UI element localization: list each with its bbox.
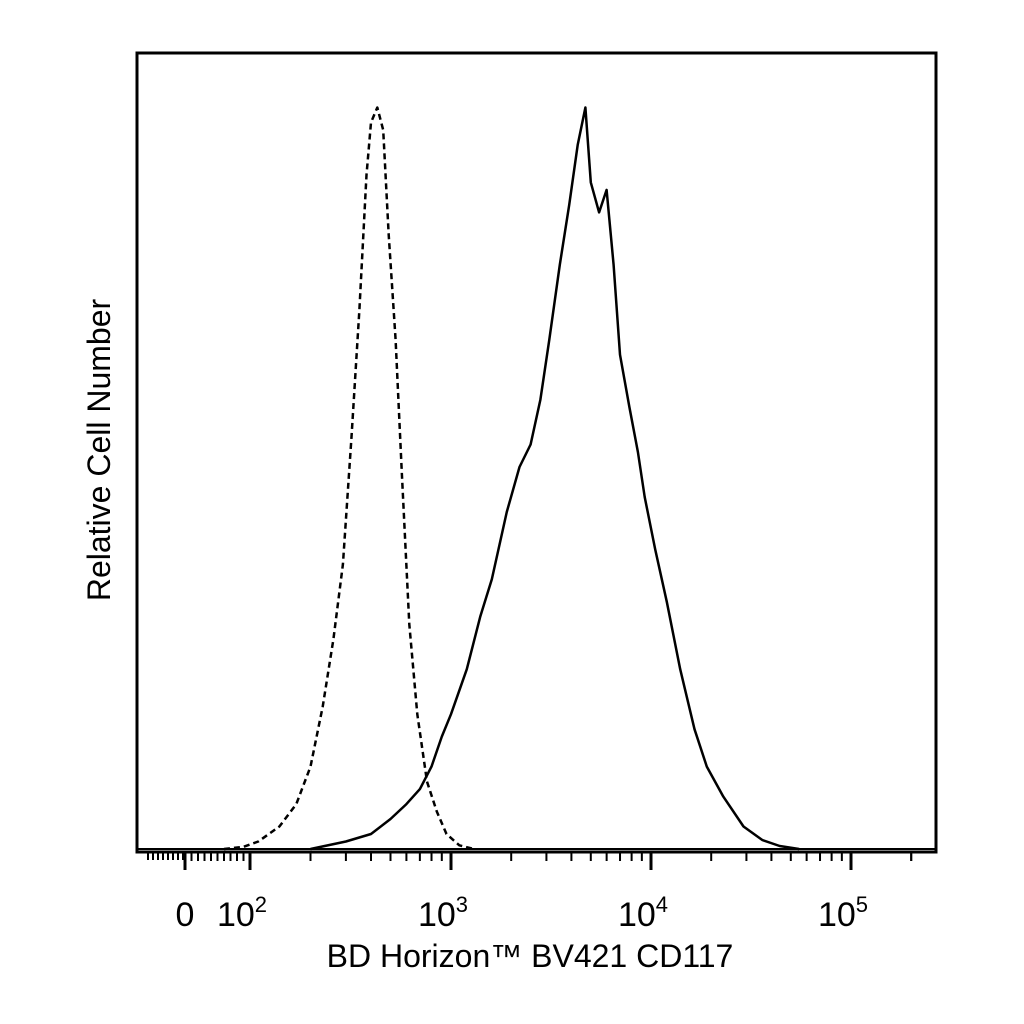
x-tick-labels: 0 102 103 104 105 — [176, 892, 869, 934]
x-tick-label: 0 — [176, 896, 195, 934]
dashed-histogram-line — [223, 106, 475, 851]
x-tick-label: 105 — [818, 892, 868, 934]
x-tick-label: 104 — [618, 892, 668, 934]
x-minor-ticks — [147, 852, 913, 861]
y-axis-title: Relative Cell Number — [81, 298, 117, 601]
series-layer — [137, 106, 936, 851]
x-tick-label: 102 — [217, 892, 267, 934]
solid-histogram-line — [310, 106, 800, 851]
plot-frame — [135, 51, 938, 854]
x-tick-label: 103 — [418, 892, 468, 934]
x-axis-title: BD Horizon™ BV421 CD117 — [327, 938, 734, 974]
x-major-ticks — [183, 852, 853, 870]
